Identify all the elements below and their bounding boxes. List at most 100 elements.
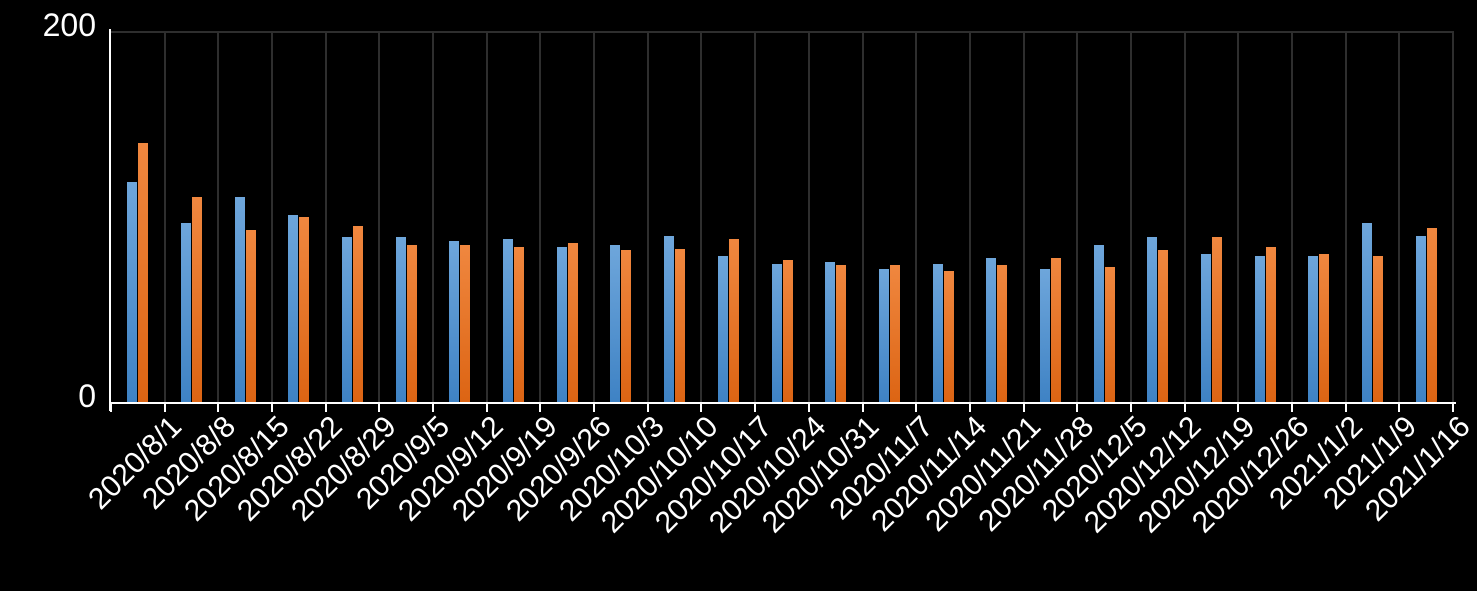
bar-orange [406, 244, 417, 403]
bar-blue [986, 257, 997, 403]
gridline-vertical [271, 31, 274, 403]
gridline-vertical [1183, 31, 1186, 403]
bar-orange [1158, 250, 1169, 403]
x-axis-tick [968, 404, 971, 412]
bar-blue [932, 263, 943, 403]
bar-orange [1265, 246, 1276, 403]
gridline-vertical [1398, 31, 1401, 403]
bar-orange [1426, 228, 1437, 403]
bar-blue [1415, 235, 1426, 403]
gridline-vertical [1344, 31, 1347, 403]
bar-orange [836, 265, 847, 403]
x-axis-tick [1183, 404, 1186, 412]
bar-blue [1093, 244, 1104, 403]
x-axis-tick [163, 404, 166, 412]
x-axis-tick [861, 404, 864, 412]
bar-blue [771, 263, 782, 403]
gridline-vertical [861, 31, 864, 403]
gridline-vertical [1022, 31, 1025, 403]
gridline-vertical [807, 31, 810, 403]
bar-orange [192, 196, 203, 403]
bar-orange [997, 265, 1008, 403]
bar-blue [1361, 222, 1372, 403]
gridline-vertical [378, 31, 381, 403]
bar-orange [1372, 256, 1383, 403]
bar-blue [610, 244, 621, 403]
bar-orange [138, 142, 149, 403]
x-axis-tick [1452, 404, 1454, 412]
bar-blue [664, 235, 675, 403]
x-axis-tick [1398, 404, 1401, 412]
x-axis-tick [1129, 404, 1132, 412]
bar-orange [1050, 257, 1061, 403]
bar-orange [943, 270, 954, 403]
gridline-vertical [915, 31, 918, 403]
gridline-vertical [217, 31, 220, 403]
gridline-vertical [646, 31, 649, 403]
y-axis-tick-label-min: 0 [78, 378, 96, 414]
bar-orange [1319, 254, 1330, 403]
bar-orange [621, 250, 632, 403]
x-axis-tick [646, 404, 649, 412]
bar-orange [675, 248, 686, 403]
gridline-vertical [485, 31, 488, 403]
gridline-vertical [968, 31, 971, 403]
bar-blue [395, 237, 406, 403]
x-axis-tick [432, 404, 435, 412]
bar-orange [353, 226, 364, 403]
bar-blue [1039, 269, 1050, 403]
bar-blue [181, 222, 192, 403]
bar-orange [567, 243, 578, 403]
x-axis-tick [485, 404, 488, 412]
x-axis-tick [915, 404, 918, 412]
gridline-vertical [1290, 31, 1293, 403]
x-axis-tick [271, 404, 274, 412]
bar-blue [288, 215, 299, 403]
bar-orange [1211, 237, 1222, 403]
bar-blue [825, 261, 836, 403]
bar-blue [717, 256, 728, 403]
bar-orange [782, 259, 793, 403]
gridline-vertical [539, 31, 542, 403]
gridline-vertical [432, 31, 435, 403]
x-axis-tick [539, 404, 542, 412]
gridline-vertical [163, 31, 166, 403]
gridline-vertical [1076, 31, 1079, 403]
bar-blue [234, 196, 245, 403]
bar-blue [1147, 237, 1158, 403]
bar-blue [503, 239, 514, 403]
x-axis-tick [1022, 404, 1025, 412]
gridline-top [111, 31, 1453, 33]
bar-blue [449, 241, 460, 403]
x-axis-tick [754, 404, 757, 412]
bar-orange [460, 244, 471, 403]
bar-blue [556, 246, 567, 403]
x-axis-tick [378, 404, 381, 412]
x-axis-tick [324, 404, 327, 412]
bar-orange [1104, 267, 1115, 403]
bar-orange [514, 246, 525, 403]
plot-area [111, 31, 1454, 403]
gridline-vertical [700, 31, 703, 403]
bar-blue [127, 181, 138, 403]
bar-orange [728, 239, 739, 403]
y-axis-tick-label-max: 200 [42, 7, 96, 43]
x-axis-tick [700, 404, 703, 412]
bar-blue [1254, 256, 1265, 403]
gridline-vertical [1452, 31, 1454, 403]
x-axis-tick [1237, 404, 1240, 412]
bar-blue [342, 237, 353, 403]
bar-blue [1200, 254, 1211, 403]
y-axis-line [109, 29, 111, 411]
bar-orange [299, 217, 310, 403]
x-axis-line [109, 402, 1456, 404]
bar-orange [245, 230, 256, 403]
bar-blue [878, 269, 889, 403]
x-axis-tick [1344, 404, 1347, 412]
x-axis-tick [217, 404, 220, 412]
gridline-vertical [593, 31, 596, 403]
gridline-vertical [324, 31, 327, 403]
x-axis-tick [110, 404, 112, 412]
gridline-vertical [1237, 31, 1240, 403]
